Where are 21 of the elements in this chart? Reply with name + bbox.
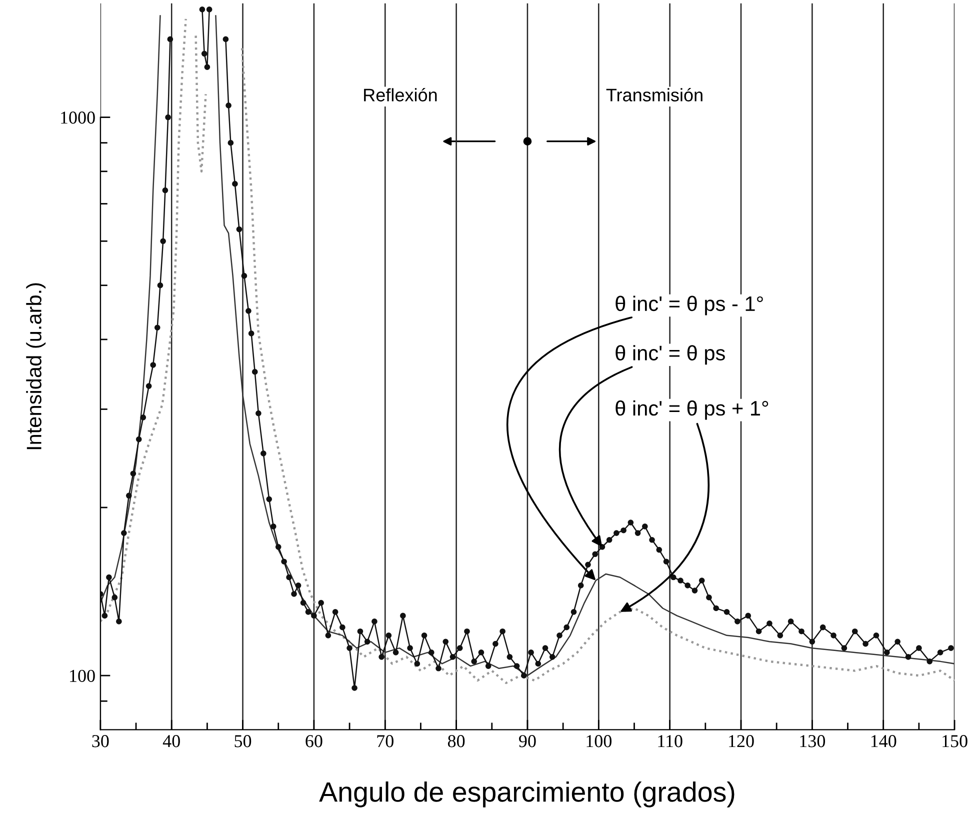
y-axis-title: Intensidad (u.arb.): [26, 283, 46, 450]
x-tick-label: 100: [586, 735, 612, 748]
x-tick-label: 80: [448, 735, 465, 748]
y-tick-label: 1000: [61, 112, 95, 124]
x-tick-label: 90: [519, 735, 536, 748]
x-tick-label: 30: [92, 735, 109, 748]
annotation: Reflexión: [364, 88, 437, 102]
x-axis-title: Angulo de esparcimiento (grados): [319, 781, 734, 808]
x-tick-label: 70: [377, 735, 394, 748]
x-tick-label: 110: [658, 735, 682, 748]
annotation: θ inc' = θ ps + 1°: [616, 400, 768, 420]
x-tick-label: 60: [306, 735, 322, 748]
x-tick-label: 130: [800, 735, 826, 748]
x-tick-label: 150: [942, 735, 968, 748]
annotation: Transmisión: [606, 88, 702, 102]
annotation: θ inc' = θ ps: [616, 345, 725, 365]
x-tick-label: 120: [729, 735, 754, 748]
annotation: θ inc' = θ ps - 1°: [616, 296, 763, 316]
x-tick-label: 140: [871, 735, 896, 748]
x-tick-label: 40: [162, 735, 180, 748]
x-tick-label: 50: [234, 735, 252, 748]
